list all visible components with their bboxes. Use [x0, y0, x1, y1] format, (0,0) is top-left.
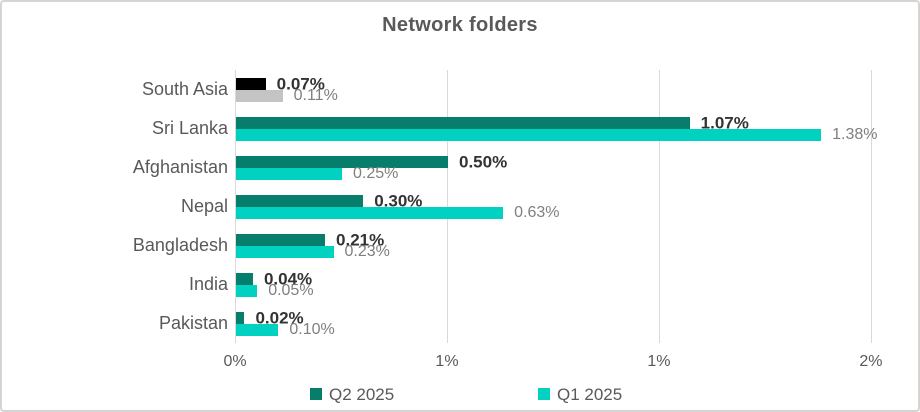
- category-label-india: India: [188, 274, 228, 294]
- bar-q2-2025-bangladesh: [236, 234, 326, 246]
- bar-q1-2025-sri-lanka: [236, 129, 822, 141]
- legend-item-q2-2025: Q2 2025: [310, 383, 394, 405]
- bar-q1-2025-india: [236, 285, 258, 297]
- data-label-q2-2025-india: 0.04%: [263, 269, 313, 289]
- category-label-bangladesh: Bangladesh: [132, 235, 228, 255]
- data-label-q1-2025-bangladesh: 0.23%: [344, 243, 390, 260]
- bar-q2-2025-sri-lanka: [236, 117, 690, 129]
- data-label-q2-2025-bangladesh: 0.21%: [336, 230, 385, 250]
- bar-q1-2025-south-asia: [236, 90, 283, 102]
- bar-q2-2025-afghanistan: [236, 156, 448, 168]
- category-label-sri-lanka: Sri Lanka: [151, 118, 228, 138]
- legend-swatch-q2: [310, 388, 322, 400]
- x-tick-label: 0%: [223, 353, 247, 370]
- data-label-q2-2025-nepal: 0.30%: [374, 191, 423, 211]
- x-tick-label: 1%: [647, 353, 671, 370]
- gridline: [870, 70, 872, 343]
- data-label-q1-2025-sri-lanka: 1.38%: [832, 126, 878, 143]
- bar-q1-2025-afghanistan: [236, 168, 342, 180]
- bar-q2-2025-south-asia: [236, 78, 266, 90]
- x-tick-label: 2%: [859, 353, 883, 370]
- legend-item-q1-2025: Q1 2025: [538, 383, 622, 405]
- data-label-q1-2025-nepal: 0.63%: [514, 204, 560, 221]
- data-label-q1-2025-pakistan: 0.10%: [289, 321, 335, 338]
- category-label-nepal: Nepal: [180, 196, 228, 216]
- bar-q2-2025-india: [236, 273, 253, 285]
- legend: Q2 2025 Q1 2025: [2, 383, 918, 407]
- category-label-afghanistan: Afghanistan: [132, 157, 228, 177]
- data-label-q1-2025-india: 0.05%: [268, 282, 314, 299]
- x-tick-label: 1%: [435, 353, 459, 370]
- bar-q1-2025-pakistan: [236, 324, 279, 336]
- gridline: [658, 70, 660, 343]
- bar-q2-2025-nepal: [236, 195, 364, 207]
- legend-label-q1: Q1 2025: [557, 384, 623, 404]
- data-label-q2-2025-south-asia: 0.07%: [276, 74, 325, 94]
- data-label-q1-2025-afghanistan: 0.25%: [352, 165, 399, 182]
- category-label-south-asia: South Asia: [141, 79, 228, 99]
- data-label-q2-2025-pakistan: 0.02%: [255, 308, 304, 328]
- bar-q1-2025-bangladesh: [236, 246, 334, 258]
- legend-swatch-q1: [538, 388, 550, 400]
- x-axis-labels: 0% 1% 1% 2%: [223, 353, 883, 373]
- plot-area: 0.07% 0.11% 1.07% 1.38% 0.50% 0.25% 0.30% 0.63%…: [235, 70, 883, 343]
- bar-q2-2025-pakistan: [236, 312, 245, 324]
- data-label-q2-2025-afghanistan: 0.50%: [458, 152, 508, 172]
- legend-label-q2: Q2 2025: [329, 384, 395, 404]
- data-label-q1-2025-south-asia: 0.11%: [293, 87, 338, 104]
- gridline: [446, 70, 448, 343]
- bar-q1-2025-nepal: [236, 207, 504, 219]
- data-label-q2-2025-sri-lanka: 1.07%: [700, 113, 749, 133]
- y-axis-labels: South Asia Sri Lanka Afghanistan Nepal Bangl…: [2, 70, 228, 343]
- chart-title: Network folders: [382, 14, 538, 36]
- category-label-pakistan: Pakistan: [158, 313, 228, 333]
